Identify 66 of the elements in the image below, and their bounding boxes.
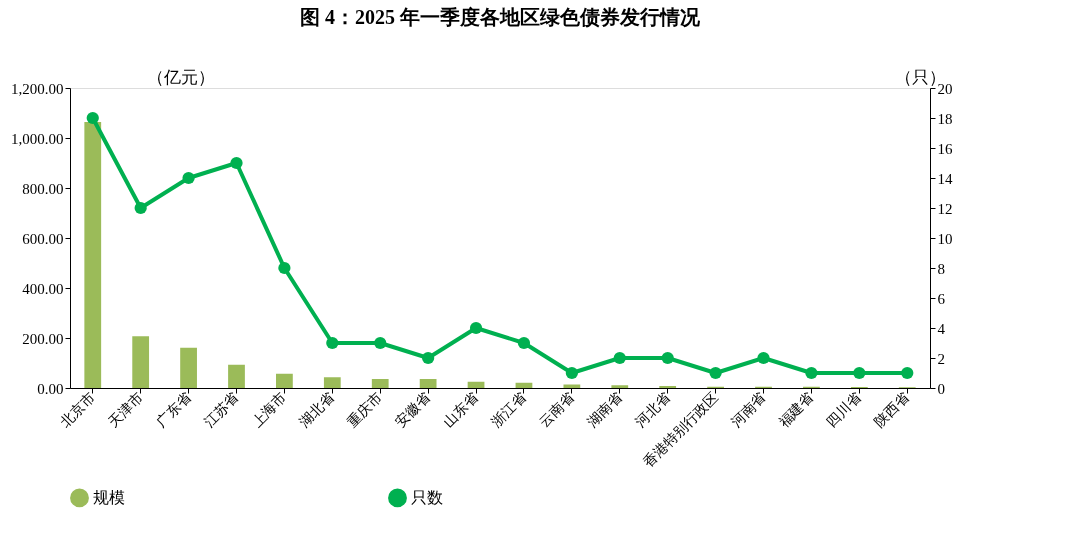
bar — [276, 373, 293, 388]
y2-tick-label: 2 — [937, 350, 945, 367]
x-tick-label: 四川省 — [823, 389, 865, 431]
y2-tick-label: 6 — [937, 290, 946, 307]
y-tick-label: 400.00 — [22, 280, 64, 297]
x-tick-label: 上海市 — [248, 389, 290, 431]
x-tick-label: 湖北省 — [296, 389, 338, 431]
y-tick-label: 600.00 — [22, 230, 64, 247]
x-tick-label: 河北省 — [631, 389, 673, 431]
y2-tick-label: 0 — [937, 380, 945, 397]
bar — [180, 347, 197, 388]
point — [613, 351, 626, 365]
y2-tick-label: 10 — [937, 230, 953, 247]
y2-tick-label: 8 — [937, 260, 945, 277]
x-tick-label: 河南省 — [727, 389, 769, 431]
point — [853, 366, 866, 380]
x-tick-label: 湖南省 — [583, 389, 625, 431]
point — [374, 336, 387, 350]
y-axis-title: （亿元） — [146, 66, 215, 87]
y-tick-label: 1,000.00 — [11, 130, 64, 147]
bar — [371, 379, 389, 388]
legend-label: 只数 — [411, 487, 443, 507]
point — [326, 336, 339, 350]
y-tick-label: 0.00 — [37, 380, 64, 397]
bar — [323, 377, 341, 388]
x-tick-label: 云南省 — [535, 389, 577, 431]
x-tick-label: 山东省 — [439, 389, 481, 431]
y2-tick-label: 14 — [937, 170, 953, 187]
y2-tick-label: 16 — [937, 140, 953, 157]
y-tick-label: 800.00 — [22, 180, 64, 197]
x-tick-label: 重庆市 — [344, 389, 386, 431]
bar — [611, 385, 629, 388]
point — [901, 366, 914, 380]
chart-title: 图 4：2025 年一季度各地区绿色债券发行情况 — [300, 6, 701, 28]
point — [805, 366, 818, 380]
y2-tick-label: 12 — [937, 200, 953, 217]
y-tick-label: 200.00 — [22, 330, 64, 347]
point — [661, 351, 674, 365]
point — [469, 321, 483, 335]
x-tick-label: 陕西省 — [871, 389, 913, 431]
point — [230, 156, 243, 170]
bar — [132, 336, 150, 388]
x-tick-label: 福建省 — [775, 389, 817, 431]
point — [134, 201, 147, 215]
point — [757, 351, 770, 365]
bar — [228, 364, 245, 388]
legend-label: 规模 — [93, 487, 125, 507]
y2-tick-label: 18 — [937, 110, 953, 127]
point — [278, 261, 291, 275]
bar — [467, 381, 485, 388]
point — [182, 171, 195, 185]
x-tick-label: 安徽省 — [392, 389, 434, 431]
x-tick-label: 江苏省 — [200, 389, 242, 431]
point — [517, 336, 531, 350]
y2-tick-label: 4 — [937, 320, 946, 337]
point — [565, 366, 578, 380]
point — [422, 351, 435, 365]
point — [86, 111, 99, 125]
x-tick-label: 天津市 — [104, 389, 146, 431]
bar — [515, 382, 533, 388]
y-tick-label: 1,200.00 — [11, 80, 64, 97]
point — [709, 366, 722, 380]
x-tick-label: 浙江省 — [487, 389, 529, 431]
x-tick-label: 广东省 — [152, 389, 194, 431]
bar — [84, 122, 102, 388]
bar — [419, 379, 437, 388]
